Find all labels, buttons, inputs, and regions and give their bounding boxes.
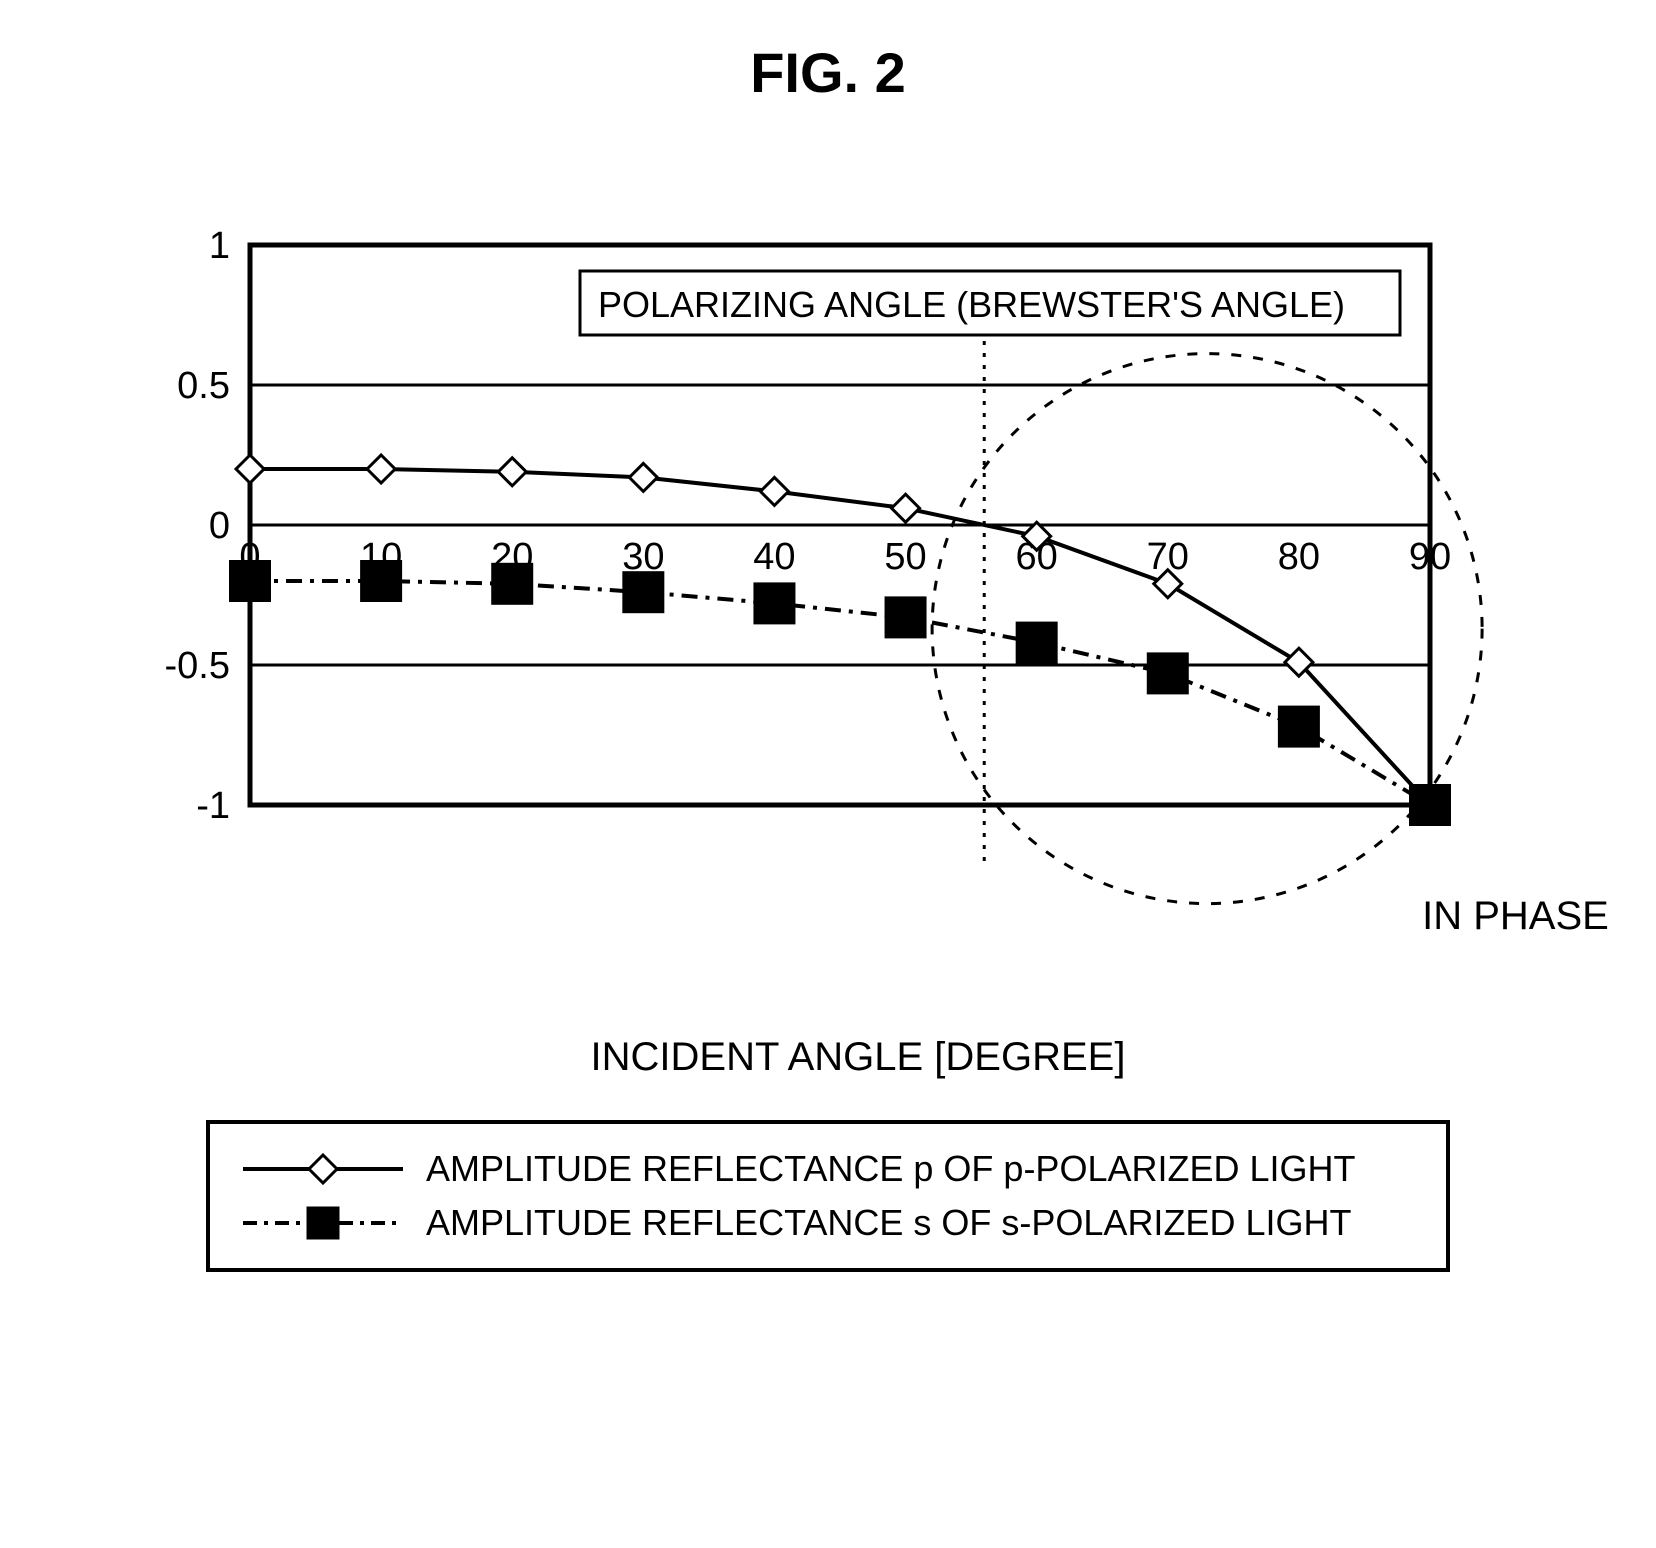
svg-text:-1: -1 [196,785,230,827]
legend-row-s: AMPLITUDE REFLECTANCE s OF s-POLARIZED L… [238,1196,1418,1250]
legend: AMPLITUDE REFLECTANCE p OF p-POLARIZED L… [206,1120,1450,1272]
svg-text:90: 90 [1409,536,1451,578]
chart-svg: -1-0.500.510102030405060708090POLARIZING… [140,225,1590,1045]
svg-text:80: 80 [1278,536,1320,578]
legend-row-p: AMPLITUDE REFLECTANCE p OF p-POLARIZED L… [238,1142,1418,1196]
svg-text:40: 40 [753,536,795,578]
legend-label-s: AMPLITUDE REFLECTANCE s OF s-POLARIZED L… [426,1196,1351,1250]
legend-swatch-p [238,1151,408,1187]
chart-area: -1-0.500.510102030405060708090POLARIZING… [140,225,1616,1045]
legend-swatch-s [238,1205,408,1241]
figure-title: FIG. 2 [40,40,1616,105]
svg-text:50: 50 [884,536,926,578]
legend-label-p: AMPLITUDE REFLECTANCE p OF p-POLARIZED L… [426,1142,1356,1196]
inphase-label: IN PHASE [1422,894,1609,939]
svg-text:-0.5: -0.5 [165,645,230,687]
svg-text:0: 0 [209,505,230,547]
svg-text:POLARIZING ANGLE (BREWSTER'S A: POLARIZING ANGLE (BREWSTER'S ANGLE) [598,284,1345,325]
svg-text:1: 1 [209,225,230,267]
svg-text:0.5: 0.5 [177,365,230,407]
